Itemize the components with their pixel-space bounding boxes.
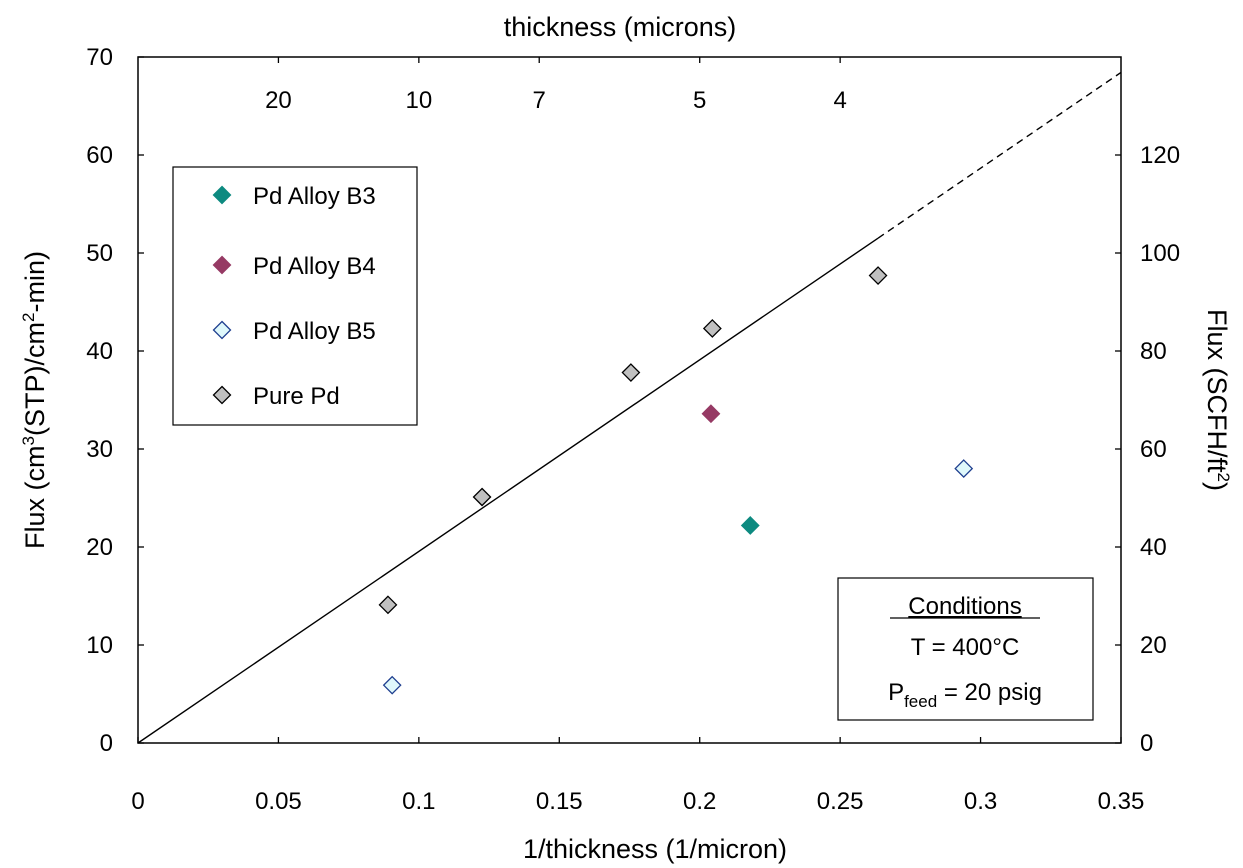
y-tick-label: 70 [86, 44, 113, 71]
legend-label-pd-alloy-b3: Pd Alloy B3 [253, 183, 376, 210]
x-tick-label: 0.15 [536, 788, 583, 815]
axis-ticks: 0 0.05 0.1 0.15 0.2 0.25 0.3 0.3501020304050607… [86, 44, 1180, 815]
y2-tick-label: 0 [1140, 730, 1153, 757]
fit-line-extrapolation [877, 71, 1122, 239]
data-point-pure-pd [378, 595, 398, 615]
fit-line [137, 237, 879, 744]
x2-tick-label: 20 [265, 87, 292, 114]
legend-marker-pure-pd [212, 385, 232, 405]
y2-tick-label: 20 [1140, 632, 1167, 659]
data-point-pure-pd [868, 266, 888, 285]
data-point-pure-pd [702, 319, 722, 338]
legend-marker-pd-alloy-b3 [212, 185, 232, 205]
x-tick-label: 0.05 [255, 788, 302, 815]
legend-label-pd-alloy-b4: Pd Alloy B4 [253, 253, 376, 280]
x-tick-label: 0.25 [817, 788, 864, 815]
y-tick-label: 40 [86, 338, 113, 365]
legend-marker-pd-alloy-b4 [212, 255, 232, 275]
conditions-temperature: T = 400°C [911, 634, 1020, 661]
data-point-pd-alloy-b3 [740, 516, 760, 535]
data-point-pd-alloy-b5 [382, 675, 402, 695]
y-tick-label: 10 [86, 632, 113, 659]
plot-area [137, 56, 1122, 744]
legend: Pd Alloy B3 Pd Alloy B4 Pd Alloy B5 Pure Pd [172, 166, 418, 426]
y-tick-label: 30 [86, 436, 113, 463]
y-tick-label: 50 [86, 240, 113, 267]
y2-tick-label: 60 [1140, 436, 1167, 463]
x2-tick-label: 5 [693, 87, 706, 114]
x-tick-label: 0 [131, 788, 144, 815]
y2-tick-label: 80 [1140, 338, 1167, 365]
x2-axis-title: thickness (microns) [504, 12, 737, 42]
legend-marker-pd-alloy-b5 [212, 320, 232, 340]
x2-tick-label: 10 [406, 87, 433, 114]
x-axis-title: 1/thickness (1/micron) [523, 834, 787, 864]
legend-box [172, 166, 418, 426]
x2-tick-label: 7 [533, 87, 546, 114]
x2-tick-label: 4 [833, 87, 846, 114]
conditions-title: Conditions [908, 593, 1021, 620]
conditions-box: Conditions T = 400°C Pfeed = 20 psig [837, 577, 1094, 721]
x-tick-label: 0.3 [964, 788, 997, 815]
legend-label-pd-alloy-b5: Pd Alloy B5 [253, 318, 376, 345]
data-point-pure-pd [472, 487, 492, 507]
conditions-pressure: Pfeed = 20 psig [888, 679, 1042, 711]
y-tick-label: 60 [86, 142, 113, 169]
y2-tick-label: 40 [1140, 534, 1167, 561]
y-tick-label: 0 [100, 730, 113, 757]
fit-line-group [137, 71, 1122, 744]
y2-tick-label: 100 [1140, 240, 1180, 267]
legend-label-pure-pd: Pure Pd [253, 383, 340, 410]
y-tick-label: 20 [86, 534, 113, 561]
data-points [378, 266, 974, 695]
y2-axis-title: Flux (SCFH/ft2) [1202, 309, 1233, 491]
x-tick-label: 0.1 [402, 788, 435, 815]
x-tick-label: 0.35 [1098, 788, 1145, 815]
x-tick-label: 0.2 [683, 788, 716, 815]
data-point-pd-alloy-b4 [701, 404, 721, 424]
data-point-pd-alloy-b5 [954, 459, 974, 479]
y2-tick-label: 120 [1140, 142, 1180, 169]
y-axis-title: Flux (cm3(STP)/cm2-min) [19, 251, 50, 549]
data-point-pure-pd [621, 363, 641, 382]
